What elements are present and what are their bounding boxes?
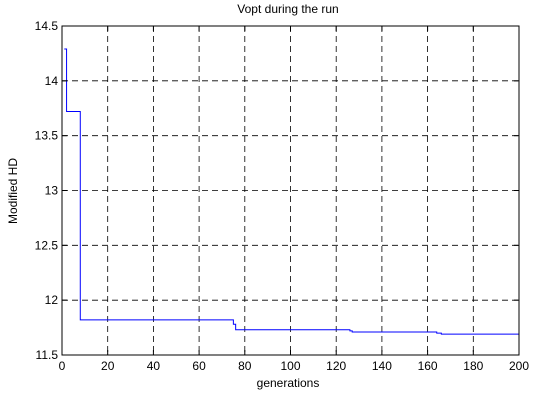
x-tick-label: 120 — [326, 359, 346, 373]
x-tick-label: 140 — [372, 359, 392, 373]
x-axis-title: generations — [257, 376, 320, 390]
x-tick-label: 0 — [59, 359, 66, 373]
series-line — [64, 48, 519, 335]
y-axis-title: Modified HD — [6, 158, 20, 224]
x-tick-label: 40 — [147, 359, 161, 373]
tick-layer: 0 20 40 60 80 100 120 140 160 180 200 11.5 12 12.5 13 1… — [35, 19, 530, 373]
series-layer — [64, 48, 519, 335]
y-tick-label: 13.5 — [35, 129, 59, 143]
y-tick-label: 11.5 — [36, 348, 59, 362]
x-tick-label: 60 — [192, 359, 206, 373]
x-tick-label: 200 — [509, 359, 529, 373]
x-tick-label: 20 — [101, 359, 115, 373]
y-tick-label: 13 — [45, 184, 59, 198]
y-tick-label: 12.5 — [35, 238, 59, 252]
chart-title: Vopt during the run — [237, 2, 338, 16]
y-tick-label: 14.5 — [35, 19, 59, 33]
x-tick-label: 100 — [280, 359, 300, 373]
grid-lines — [62, 26, 519, 355]
x-tick-label: 180 — [463, 359, 483, 373]
x-tick-label: 160 — [418, 359, 438, 373]
y-tick-label: 14 — [45, 74, 59, 88]
y-tick-label: 12 — [45, 293, 59, 307]
x-tick-label: 80 — [238, 359, 252, 373]
